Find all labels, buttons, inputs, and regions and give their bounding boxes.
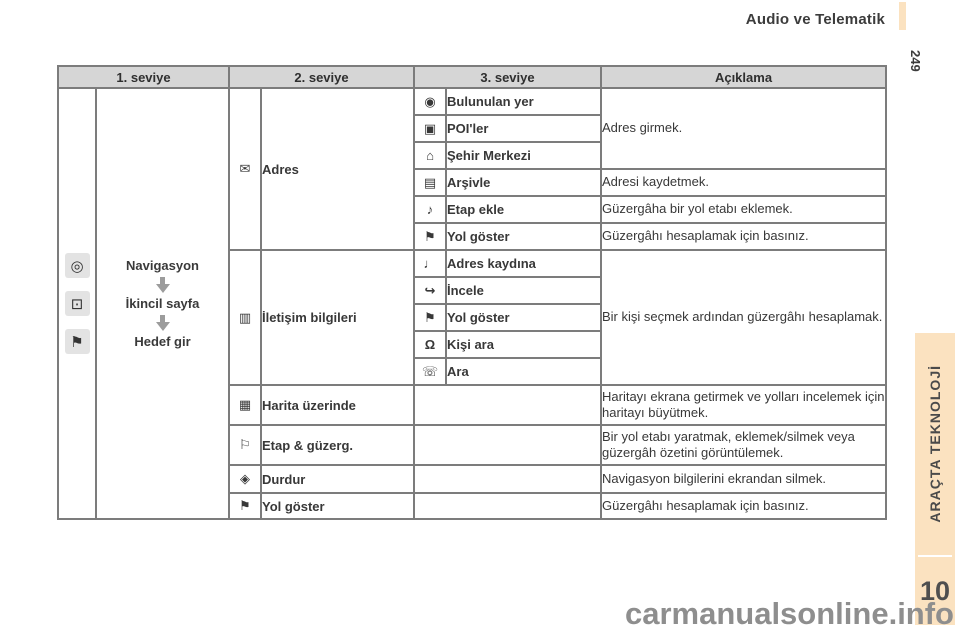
level2-menu-label: İletişim bilgileri	[260, 249, 415, 386]
level1-step: İkincil sayfa	[125, 296, 200, 311]
table-row: ⚑ Yol göster Güzergâhı hesaplamak için bas…	[58, 222, 887, 251]
description-cell: Güzergâhı hesaplamak için basınız.	[600, 222, 887, 251]
level1-icon-strip: ◎ ⊡ ⚑	[57, 87, 97, 520]
current-location-icon: ◉	[413, 87, 447, 116]
level3-menu-label: Yol göster	[445, 303, 602, 332]
table-header-row: 1. seviye 2. seviye 3. seviye Açıklama	[57, 65, 887, 89]
phone-icon: ☏	[413, 357, 447, 386]
secondary-page-icon: ⊡	[64, 291, 90, 316]
level1-flow-cell: Navigasyon İkincil sayfa Hedef gir	[95, 87, 230, 520]
person-icon: Ω	[413, 330, 447, 359]
level2-menu-label: Harita üzerinde	[260, 384, 415, 426]
chapter-tab-label-area: ARAÇTA TEKNOLOJİ	[915, 333, 955, 555]
watermark: carmanualsonline.info	[624, 596, 954, 631]
level3-menu-label: Arşivle	[445, 168, 602, 197]
rotated-page-number: 249	[908, 50, 923, 72]
level3-empty-cell	[413, 384, 602, 426]
level2-menu-label: Yol göster	[260, 492, 415, 520]
level1-icon-list: ◎ ⊡ ⚑	[60, 253, 94, 354]
table-row: ⚐ Etap & güzerg. Bir yol etabı yaratmak, e…	[58, 424, 887, 466]
column-header: Açıklama	[600, 65, 887, 89]
table-row: ⚑ Yol göster	[58, 303, 886, 332]
chapter-tab-label: ARAÇTA TEKNOLOJİ	[927, 365, 943, 523]
level3-empty-cell	[413, 492, 602, 520]
city-centre-icon: ⌂	[413, 141, 447, 170]
level3-menu-label: Etap ekle	[445, 195, 602, 224]
level3-menu-label: Ara	[445, 357, 602, 386]
level3-menu-label: Kişi ara	[445, 330, 602, 359]
chapter-tab-divider	[918, 555, 952, 557]
page-header-title: Audio ve Telematik	[745, 11, 885, 28]
down-arrow-icon	[155, 277, 170, 293]
level1-step: Navigasyon	[126, 258, 199, 273]
calculate-route-flag-icon: ⚑	[228, 492, 262, 520]
description-cell: Navigasyon bilgilerini ekrandan silmek.	[600, 464, 887, 494]
level3-menu-label: Adres kaydına	[445, 249, 602, 278]
table-row: ◈ Durdur Navigasyon bilgilerini ekrandan s…	[58, 464, 887, 494]
table-row: ▤ Arşivle Adresi kaydetmek.	[58, 168, 887, 197]
address-record-icon: ♩	[413, 249, 447, 278]
level3-menu-label: POI'ler	[445, 114, 602, 143]
description-cell: Güzergâha bir yol etabı eklemek.	[600, 195, 887, 224]
description-cell: Bir kişi seçmek ardından güzergâhı hesap…	[600, 249, 887, 386]
level3-menu-label: İncele	[445, 276, 602, 305]
stop-guidance-icon: ◈	[228, 464, 262, 494]
down-arrow-stem	[160, 315, 165, 322]
destination-flag-icon: ⚑	[64, 329, 90, 354]
archive-save-icon: ▤	[413, 168, 447, 197]
table-row: ⌂ Şehir Merkezi	[58, 141, 886, 170]
description-cell: Adresi kaydetmek.	[600, 168, 887, 197]
down-arrow-stem	[160, 277, 165, 284]
table-row: ◎ ⊡ ⚑ Navigasyon İkincil sayfa Hedef gir ✉ Adre…	[57, 87, 887, 520]
view-on-map-icon: ↪	[413, 276, 447, 305]
description-cell: Haritayı ekrana getirmek ve yolları ince…	[600, 384, 887, 426]
table-row: ⚑ Yol göster Güzergâhı hesaplamak için bas…	[58, 492, 887, 520]
column-header: 2. seviye	[228, 65, 415, 89]
level2-menu-label: Adres	[260, 87, 415, 251]
stage-route-flag-icon: ⚐	[228, 424, 262, 466]
top-accent-strip	[899, 2, 906, 30]
table-row: ↪ İncele	[58, 276, 886, 305]
calculate-route-flag-icon: ⚑	[413, 303, 447, 332]
navigation-compass-icon: ◎	[64, 253, 90, 278]
map-zoom-icon: ▦	[228, 384, 262, 426]
column-header: 3. seviye	[413, 65, 602, 89]
description-cell: Bir yol etabı yaratmak, eklemek/silmek v…	[600, 424, 887, 466]
description-cell: Güzergâhı hesaplamak için basınız.	[600, 492, 887, 520]
column-header: 1. seviye	[57, 65, 230, 89]
table-row: ▦ Harita üzerinde Haritayı ekrana getirmek…	[58, 384, 887, 426]
table-row: ▥ İletişim bilgileri ♩ Adres kaydına Bir kiş…	[58, 249, 887, 386]
level1-step: Hedef gir	[134, 334, 191, 349]
table-row: ▣ POI'ler	[58, 114, 886, 143]
address-icon: ✉	[228, 87, 262, 251]
level3-menu-label: Yol göster	[445, 222, 602, 251]
calculate-route-flag-icon: ⚑	[413, 222, 447, 251]
level2-menu-label: Etap & güzerg.	[260, 424, 415, 466]
poi-icon: ▣	[413, 114, 447, 143]
menu-levels-table: 1. seviye 2. seviye 3. seviye Açıklama ◎ ⊡ ⚑ Na…	[57, 65, 887, 520]
level2-menu-label: Durdur	[260, 464, 415, 494]
down-arrow-head	[155, 284, 170, 293]
chapter-number: 10	[919, 575, 951, 606]
chapter-tab: ARAÇTA TEKNOLOJİ 10	[915, 333, 955, 625]
down-arrow-head	[155, 322, 170, 331]
level3-menu-label: Şehir Merkezi	[445, 141, 602, 170]
table-row: Ω Kişi ara	[58, 330, 886, 359]
table-row: ♪ Etap ekle Güzergâha bir yol etabı ekleme…	[58, 195, 887, 224]
add-stage-icon: ♪	[413, 195, 447, 224]
down-arrow-icon	[155, 315, 170, 331]
description-cell: Adres girmek.	[600, 87, 887, 170]
table-row: ☏ Ara	[58, 357, 886, 386]
level3-empty-cell	[413, 424, 602, 466]
level3-empty-cell	[413, 464, 602, 494]
contacts-book-icon: ▥	[228, 249, 262, 386]
level3-menu-label: Bulunulan yer	[445, 87, 602, 116]
